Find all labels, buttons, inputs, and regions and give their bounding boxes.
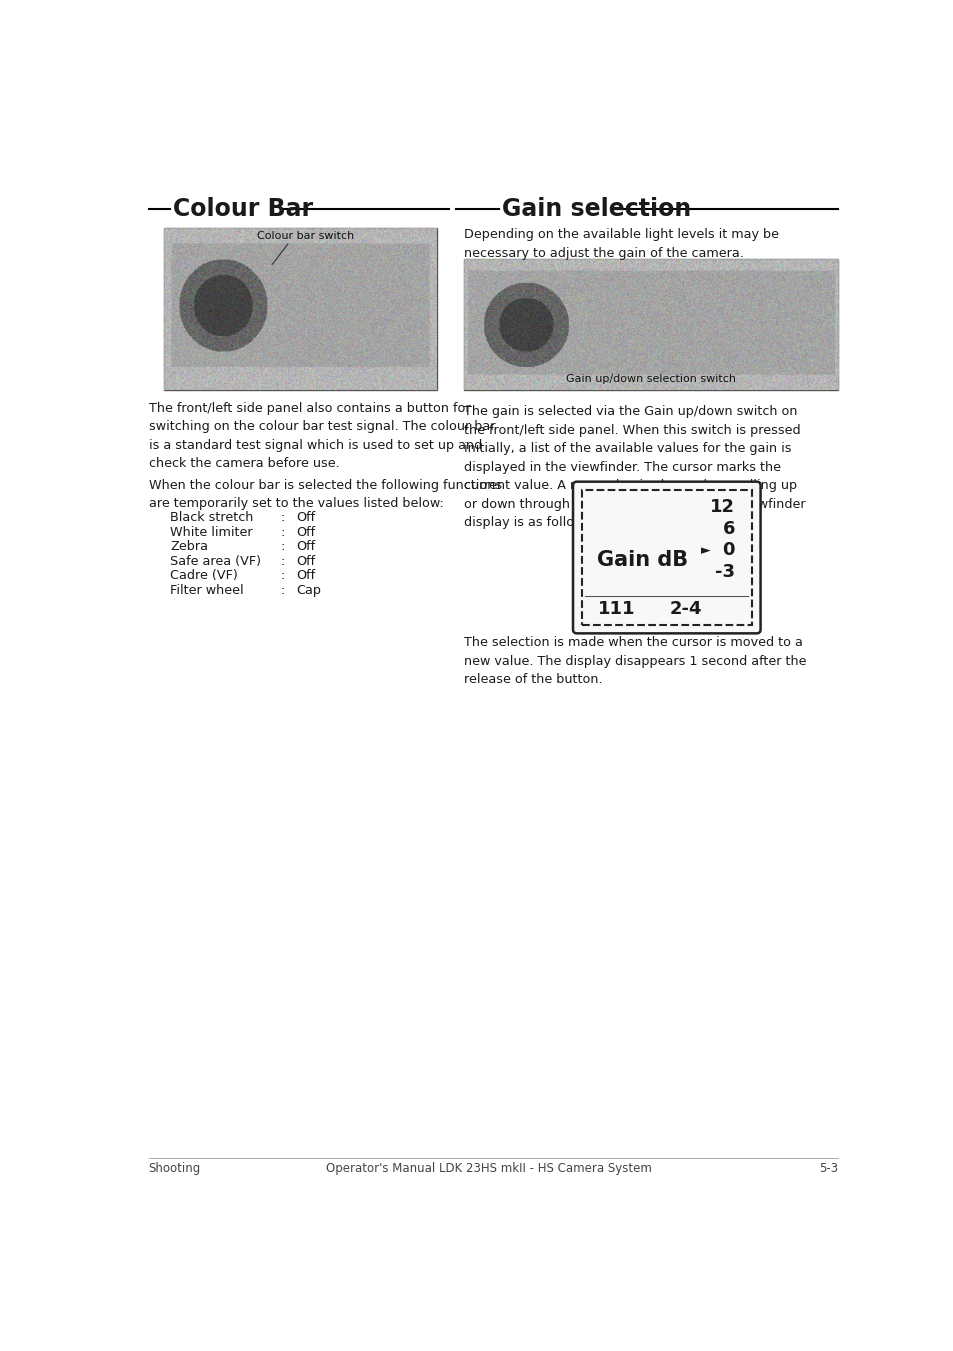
Text: Zebra: Zebra [171, 540, 208, 553]
Text: Filter wheel: Filter wheel [171, 584, 244, 597]
Text: -3: -3 [714, 563, 734, 581]
Bar [581, 490, 751, 626]
Text: When the colour bar is selected the following functions
are temporarily set to t: When the colour bar is selected the foll… [149, 478, 501, 511]
Text: Cap: Cap [296, 584, 321, 597]
Text: Operator's Manual LDK 23HS mkII - HS Camera System: Operator's Manual LDK 23HS mkII - HS Cam… [326, 1162, 651, 1175]
Text: Cadre (VF): Cadre (VF) [171, 570, 238, 582]
Text: Gain dB: Gain dB [597, 550, 687, 570]
Text: 0: 0 [721, 542, 734, 559]
Text: :: : [280, 526, 285, 539]
Text: Colour Bar: Colour Bar [173, 197, 314, 222]
Text: Gain up/down selection switch: Gain up/down selection switch [566, 374, 736, 384]
Text: 2-4: 2-4 [669, 600, 701, 619]
Text: Black stretch: Black stretch [171, 511, 253, 524]
Text: White limiter: White limiter [171, 526, 253, 539]
Text: Off: Off [296, 540, 315, 553]
Text: Off: Off [296, 526, 315, 539]
Text: Off: Off [296, 511, 315, 524]
Bar [464, 259, 838, 390]
Text: Depending on the available light levels it may be
necessary to adjust the gain o: Depending on the available light levels … [464, 228, 779, 259]
Text: 5-3: 5-3 [819, 1162, 838, 1175]
Text: The gain is selected via the Gain up/down switch on
the front/left side panel. W: The gain is selected via the Gain up/dow… [464, 405, 805, 530]
Text: :: : [280, 584, 285, 597]
Text: Colour bar switch: Colour bar switch [256, 231, 354, 240]
Text: 6: 6 [721, 520, 734, 538]
Text: Off: Off [296, 570, 315, 582]
Text: Off: Off [296, 555, 315, 567]
Text: The front/left side panel also contains a button for
switching on the colour bar: The front/left side panel also contains … [149, 401, 495, 470]
Text: :: : [280, 570, 285, 582]
FancyBboxPatch shape [573, 482, 760, 634]
Text: The selection is made when the cursor is moved to a
new value. The display disap: The selection is made when the cursor is… [464, 636, 806, 686]
Text: :: : [280, 540, 285, 553]
Text: Gain selection: Gain selection [501, 197, 691, 222]
Text: 111: 111 [597, 600, 635, 619]
Text: Safe area (VF): Safe area (VF) [171, 555, 261, 567]
Text: :: : [280, 555, 285, 567]
Text: :: : [280, 511, 285, 524]
Bar [164, 228, 436, 390]
Text: ►: ► [700, 544, 710, 557]
Text: 12: 12 [709, 499, 734, 516]
Text: Shooting: Shooting [149, 1162, 201, 1175]
